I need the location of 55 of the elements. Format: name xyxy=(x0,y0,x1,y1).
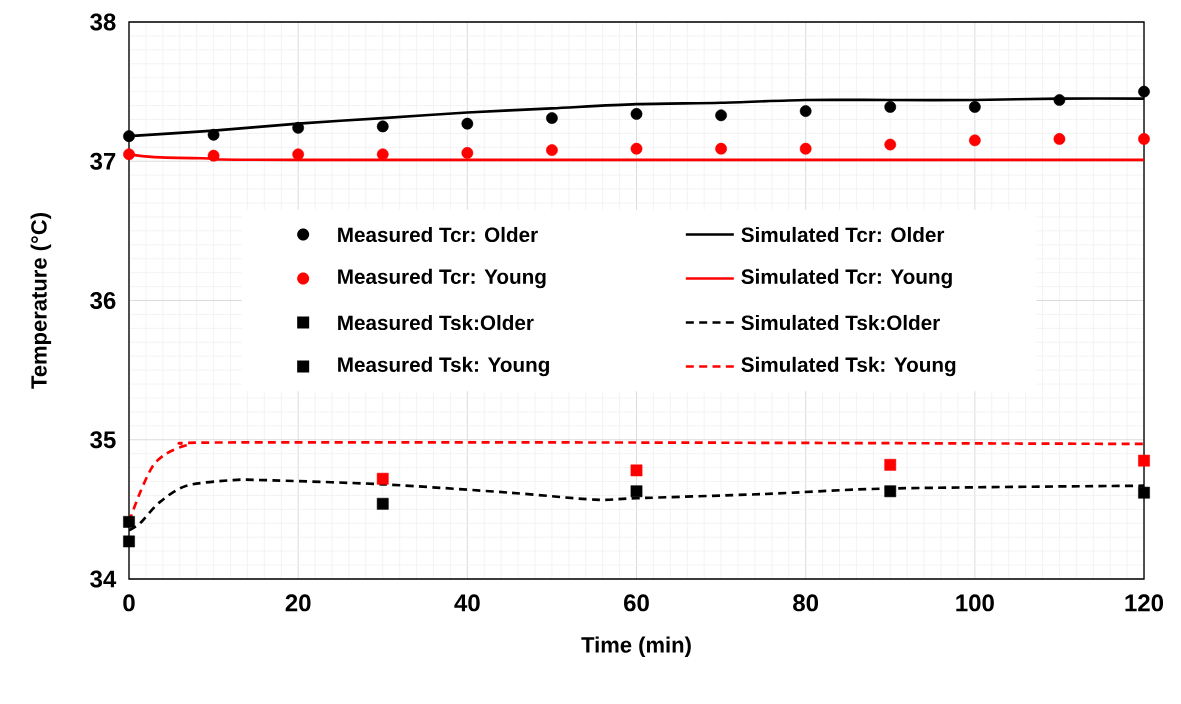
point xyxy=(884,138,897,151)
point xyxy=(207,149,220,162)
legend-label: Measured Tsk:Older xyxy=(338,314,534,331)
point xyxy=(630,142,643,155)
point xyxy=(630,108,643,120)
point xyxy=(715,109,727,122)
point xyxy=(1053,94,1066,106)
legend-label: Measured Tcr: Young xyxy=(338,268,546,289)
point xyxy=(1138,486,1150,499)
point xyxy=(630,464,643,477)
point xyxy=(1138,85,1150,98)
point xyxy=(884,485,897,498)
point xyxy=(968,101,981,113)
point xyxy=(376,472,389,485)
point xyxy=(123,535,135,548)
point xyxy=(1138,133,1150,145)
point xyxy=(123,130,135,143)
point xyxy=(376,497,389,510)
legend-label: Simulated Tcr: Young xyxy=(741,268,952,289)
y-tick-label: 36 xyxy=(90,291,116,310)
point xyxy=(1053,133,1066,145)
point xyxy=(884,458,897,471)
point xyxy=(1138,454,1150,467)
x-tick-label: 60 xyxy=(624,594,649,612)
y-tick-label: 34 xyxy=(90,570,117,588)
legend-label: Simulated Tsk: Young xyxy=(741,356,956,377)
x-tick-label: 40 xyxy=(454,594,480,612)
point xyxy=(207,128,220,141)
point xyxy=(292,121,305,134)
x-tick-label: 0 xyxy=(123,594,135,612)
y-tick-label: 37 xyxy=(90,152,116,170)
y-axis-title: Temperature (°C) xyxy=(30,213,52,389)
legend-label: Simulated Tsk:Older xyxy=(741,314,940,331)
point xyxy=(715,142,727,155)
point xyxy=(884,101,897,113)
point xyxy=(123,148,135,161)
x-tick-label: 120 xyxy=(1125,594,1164,612)
legend-label: Measured Tsk: Young xyxy=(338,356,549,377)
y-tick-label: 35 xyxy=(90,431,116,449)
point xyxy=(546,144,558,156)
legend-label: Measured Tcr: Older xyxy=(338,226,538,243)
x-tick-label: 20 xyxy=(285,594,311,612)
point xyxy=(546,112,558,124)
x-axis-title: Time (min) xyxy=(581,636,691,658)
point xyxy=(461,117,474,130)
point xyxy=(799,105,812,117)
point xyxy=(799,142,812,155)
x-tick-label: 100 xyxy=(956,594,994,612)
point xyxy=(376,120,389,133)
point xyxy=(461,147,474,159)
point xyxy=(968,134,981,147)
point xyxy=(630,485,643,498)
y-tick-label: 38 xyxy=(90,13,116,31)
x-tick-label: 80 xyxy=(793,594,819,612)
legend-label: Simulated Tcr: Older xyxy=(741,226,945,243)
